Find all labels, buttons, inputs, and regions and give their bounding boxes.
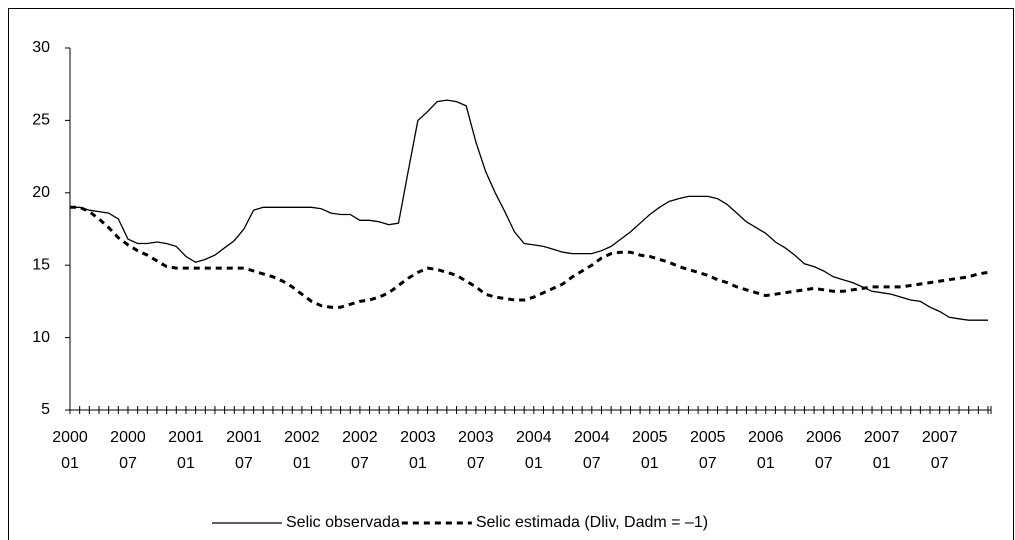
y-tick-label: 30 [32,39,50,56]
x-tick-label: 2007 [864,429,900,446]
x-tick-label: 2002 [342,429,378,446]
x-tick-label: 2005 [632,429,668,446]
x-tick-label: 2003 [400,429,436,446]
x-tick-label: 01 [525,455,543,472]
chart-frame [8,8,1014,540]
x-tick-label: 2006 [748,429,784,446]
data-line [70,99,988,321]
y-tick-label: 15 [32,256,50,273]
y-tick-label: 5 [41,401,50,418]
x-tick-label: 2001 [226,429,262,446]
x-tick-label: 07 [119,455,137,472]
y-tick-label: 25 [32,112,50,129]
x-tick-label: 2003 [458,429,494,446]
x-tick-label: 01 [757,455,775,472]
x-tick-label: 2007 [922,429,958,446]
x-tick-label: 01 [409,455,427,472]
x-tick-label: 2001 [168,429,204,446]
x-tick-label: 2004 [574,429,610,446]
legend-label: Selic observada [286,514,400,531]
x-tick-label: 2006 [806,429,842,446]
x-tick-label: 07 [235,455,253,472]
x-tick-label: 07 [467,455,485,472]
x-tick-label: 01 [61,455,79,472]
x-tick-label: 07 [931,455,949,472]
x-tick-label: 01 [293,455,311,472]
x-tick-label: 07 [699,455,717,472]
x-tick-label: 2004 [516,429,552,446]
y-tick-label: 20 [32,184,50,201]
x-tick-label: 2005 [690,429,726,446]
x-tick-label: 07 [351,455,369,472]
legend-label: Selic estimada (Dliv, Dadm = –1) [476,514,708,531]
x-tick-label: 2000 [110,429,146,446]
x-tick-label: 2002 [284,429,320,446]
data-line [70,205,989,309]
x-tick-label: 07 [815,455,833,472]
x-tick-label: 01 [177,455,195,472]
x-tick-label: 01 [873,455,891,472]
x-tick-label: 01 [641,455,659,472]
x-tick-label: 2000 [52,429,88,446]
x-tick-label: 07 [583,455,601,472]
y-tick-label: 10 [32,329,50,346]
